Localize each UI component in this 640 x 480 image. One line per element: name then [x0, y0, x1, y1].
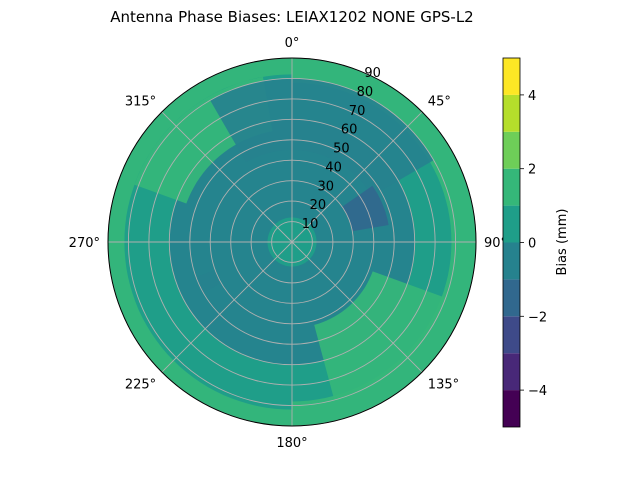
radial-tick-label: 40: [325, 160, 342, 175]
colorbar-tick-label: −4: [528, 384, 547, 399]
colorbar-label: Bias (mm): [555, 209, 570, 276]
angular-gridline-315: [161, 111, 293, 243]
radial-tick-label: 60: [341, 123, 358, 138]
radial-tick-label: 30: [318, 179, 335, 194]
angular-tick-label: 270°: [69, 236, 100, 251]
polar-grid: [107, 57, 477, 427]
radial-tick-labels: 10 20 30 40 50 60 70 80 90: [302, 66, 381, 232]
colorbar-swatch: [503, 353, 520, 391]
angular-gridline-225: [161, 241, 293, 373]
radial-tick-label: 10: [302, 217, 319, 232]
angular-tick-labels: 0° 45° 90° 135° 180° 225° 270° 315°: [69, 36, 507, 451]
angular-tick-label: 225°: [125, 377, 156, 392]
colorbar-swatches: [503, 58, 520, 427]
colorbar-swatch: [503, 390, 520, 427]
radial-tick-label: 90: [364, 66, 381, 81]
angular-tick-label: 315°: [125, 95, 156, 110]
plot-frame: [107, 57, 477, 427]
radial-tick-label: 50: [333, 142, 350, 157]
colorbar-tick-label: −2: [528, 310, 547, 325]
chart-title: Antenna Phase Biases: LEIAX1202 NONE GPS…: [110, 8, 473, 26]
angular-gridline-135: [291, 241, 423, 373]
colorbar-tick-label: 4: [528, 89, 536, 104]
angular-tick-label: 0°: [285, 36, 300, 51]
contour-north-depression: [210, 78, 434, 196]
angular-tick-label: 180°: [276, 436, 307, 451]
radial-tick-label: 80: [357, 85, 374, 100]
angular-tick-label: 45°: [428, 95, 451, 110]
angular-gridline-45: [291, 111, 423, 243]
radial-tick-label: 20: [310, 198, 327, 213]
angular-tick-label: 135°: [428, 377, 459, 392]
colorbar-tick-label: 2: [528, 163, 536, 178]
colorbar-tick-labels: −4 −2 0 2 4: [520, 89, 547, 399]
colorbar-swatch: [503, 168, 520, 206]
contour-west-depression: [195, 270, 222, 294]
colorbar: −4 −2 0 2 4 Bias (mm): [502, 57, 570, 428]
colorbar-swatch: [503, 131, 520, 169]
radial-tick-label: 70: [349, 104, 366, 119]
colorbar-swatch: [503, 94, 520, 132]
colorbar-tick-label: 0: [528, 237, 536, 252]
colorbar-swatch: [503, 316, 520, 354]
colorbar-swatch: [503, 205, 520, 243]
contour-east-depression: [342, 185, 389, 232]
colorbar-swatch: [503, 58, 520, 95]
contour-outer-east-band: [292, 58, 476, 426]
contour-southeast-patch: [314, 271, 446, 400]
colorbar-swatch: [503, 279, 520, 317]
colorbar-swatch: [503, 242, 520, 280]
polar-plot-area: 0° 45° 90° 135° 180° 225° 270° 315° 10 20 30 40 50 6…: [69, 36, 507, 451]
angular-tick-label: 90°: [484, 236, 507, 251]
